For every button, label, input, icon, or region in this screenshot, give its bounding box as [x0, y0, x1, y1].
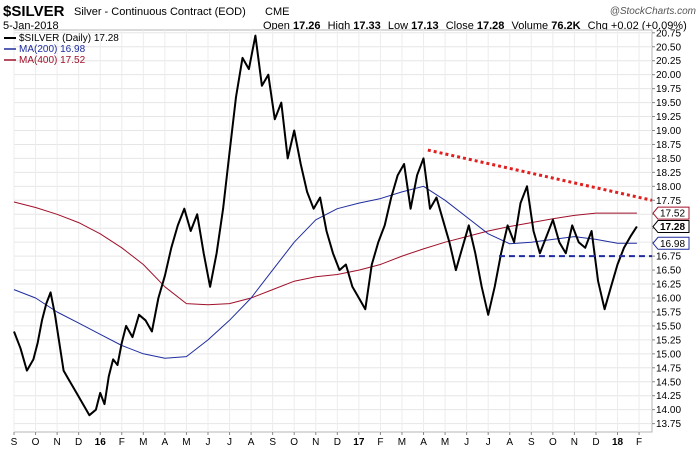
y-tick-label: 14.50: [656, 377, 681, 388]
value-label-box: [652, 236, 690, 250]
y-tick-label: 14.25: [656, 391, 681, 402]
x-tick-label: A: [162, 437, 169, 448]
x-tick-label: F: [377, 437, 383, 448]
series-line-silver-daily: [13, 34, 638, 417]
open-label: Open: [263, 20, 290, 32]
value-label-17-28: 17.28: [652, 220, 690, 234]
x-tick-label: 16: [95, 437, 107, 448]
y-tick-label: 14.00: [656, 405, 681, 416]
watermark: @StockCharts.com: [610, 6, 696, 17]
y-tick-label: 18.75: [656, 140, 681, 151]
open-value: 17.26: [293, 20, 321, 32]
y-tick-label: 19.75: [656, 84, 681, 95]
y-tick-label: 19.50: [656, 98, 681, 109]
x-tick-label: F: [636, 437, 642, 448]
x-tick-label: M: [398, 437, 406, 448]
high-label: High: [328, 20, 351, 32]
x-tick-label: A: [248, 437, 255, 448]
x-tick-label: A: [506, 437, 513, 448]
series-line-ma-400: [13, 201, 637, 306]
symbol-description: Silver - Continuous Contract (EOD): [74, 6, 246, 18]
volume-label: Volume: [511, 20, 548, 32]
x-tick-label: J: [205, 437, 210, 448]
y-tick-label: 13.75: [656, 419, 681, 430]
y-tick-label: 19.00: [656, 126, 681, 137]
value-label-text: 17.52: [660, 209, 685, 220]
y-tick-label: 15.50: [656, 321, 681, 332]
x-tick-label: N: [571, 437, 578, 448]
y-tick-label: 16.00: [656, 294, 681, 305]
y-tick-label: 18.50: [656, 154, 681, 165]
y-tick-label: 18.25: [656, 168, 681, 179]
y-tick-label: 16.50: [656, 266, 681, 277]
date-label: 5-Jan-2018: [3, 20, 59, 32]
chg-value: +0.02 (+0.09%): [611, 20, 687, 32]
x-tick-label: D: [334, 437, 341, 448]
x-axis: S O N D 16 F M A M J J A S O N D 17 F M A M J J A S O N D 18 F: [11, 432, 642, 448]
close-value: 17.28: [477, 20, 505, 32]
x-tick-label: F: [119, 437, 125, 448]
legend: $SILVER (Daily) 17.28 MA(200) 16.98 MA(4…: [4, 33, 119, 66]
legend-entry-price: $SILVER (Daily) 17.28: [19, 33, 119, 44]
x-tick-label: O: [290, 437, 298, 448]
legend-entry-ma200: MA(200) 16.98: [19, 44, 86, 55]
x-tick-label: J: [227, 437, 232, 448]
exchange-label: CME: [265, 6, 289, 18]
y-tick-label: 18.00: [656, 182, 681, 193]
volume-value: 76.2K: [551, 20, 580, 32]
series-line-ma-200: [13, 185, 637, 359]
y-tick-label: 15.75: [656, 307, 681, 318]
value-label-box: [652, 220, 690, 234]
x-tick-label: 18: [612, 437, 624, 448]
symbol-title: $SILVER: [3, 3, 65, 20]
x-tick-label: S: [269, 437, 276, 448]
x-tick-label: J: [464, 437, 469, 448]
y-tick-label: 16.25: [656, 280, 681, 291]
x-tick-label: O: [549, 437, 557, 448]
value-label-text: 16.98: [660, 239, 685, 250]
trendlines: [427, 148, 653, 258]
ohlc-row: Open 17.26 High 17.33 Low 17.13 Close 17…: [263, 20, 687, 32]
grid: [13, 30, 652, 432]
y-tick-label: 15.00: [656, 349, 681, 360]
x-tick-label: S: [11, 437, 18, 448]
value-label-text: 17.28: [660, 222, 685, 233]
y-tick-label: 20.50: [656, 42, 681, 53]
x-tick-label: A: [420, 437, 427, 448]
x-tick-label: 17: [353, 437, 365, 448]
value-label-17-52: 17.52: [652, 206, 690, 220]
low-value: 17.13: [411, 20, 439, 32]
x-tick-label: D: [75, 437, 82, 448]
high-value: 17.33: [353, 20, 381, 32]
x-tick-label: N: [312, 437, 319, 448]
y-tick-label: 14.75: [656, 363, 681, 374]
x-tick-label: M: [139, 437, 147, 448]
value-label-16-98: 16.98: [652, 236, 690, 250]
low-label: Low: [388, 20, 408, 32]
value-label-box: [652, 206, 690, 220]
y-tick-label: 20.00: [656, 70, 681, 81]
y-tick-label: 19.25: [656, 112, 681, 123]
y-tick-label: 15.25: [656, 335, 681, 346]
x-tick-label: M: [182, 437, 190, 448]
resistance-trendline: [427, 148, 653, 202]
x-tick-label: M: [441, 437, 449, 448]
price-value-labels: 17.52 17.28 16.98: [652, 206, 690, 250]
y-tick-label: 20.75: [656, 28, 681, 39]
x-tick-label: D: [592, 437, 599, 448]
plot-area: [13, 29, 653, 433]
legend-entry-ma400: MA(400) 17.52: [19, 55, 86, 66]
chg-label: Chg: [588, 20, 608, 32]
x-tick-label: J: [486, 437, 491, 448]
series-layer: [13, 34, 638, 417]
x-tick-label: O: [32, 437, 40, 448]
y-tick-label: 20.25: [656, 56, 681, 67]
y-tick-label: 16.75: [656, 252, 681, 263]
close-label: Close: [446, 20, 474, 32]
y-tick-label: 17.75: [656, 196, 681, 207]
x-tick-label: N: [53, 437, 60, 448]
x-tick-label: S: [528, 437, 535, 448]
